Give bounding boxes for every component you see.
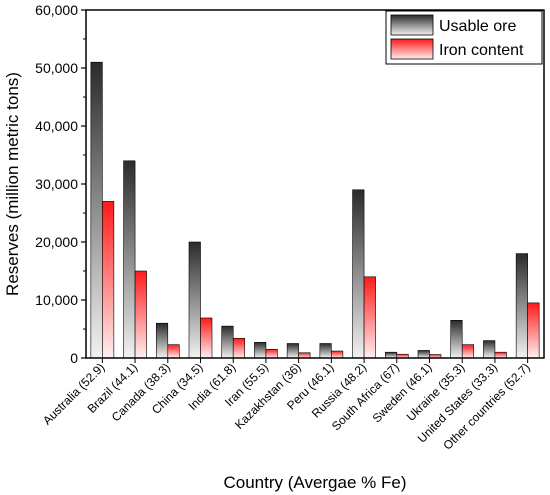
y-tick-label: 10,000 — [35, 292, 78, 308]
y-tick-label: 20,000 — [35, 234, 78, 250]
bar-usable-ore-6 — [286, 343, 299, 359]
bar-usable-ore-8 — [352, 189, 365, 359]
bar-iron-content-13 — [527, 302, 540, 359]
bar-iron-content-7 — [331, 350, 344, 359]
bar-iron-content-8 — [363, 276, 376, 359]
bar-iron-content-12 — [494, 351, 507, 359]
legend: Usable ore Iron content — [385, 10, 543, 65]
bar-usable-ore-4 — [221, 325, 234, 359]
x-axis-title: Country (Avergae % Fe) — [224, 473, 407, 492]
bar-usable-ore-9 — [384, 351, 398, 359]
category-labels-group: Australia (52.9)Brazil (44.1)Canada (38.… — [40, 358, 533, 453]
bar-iron-content-5 — [265, 348, 278, 359]
y-tick-label: 50,000 — [35, 60, 78, 76]
legend-label-usable-ore: Usable ore — [439, 18, 516, 35]
bar-usable-ore-7 — [319, 343, 332, 359]
y-tick-label: 0 — [70, 350, 78, 366]
bar-usable-ore-2 — [155, 322, 169, 359]
bar-usable-ore-11 — [450, 319, 463, 359]
bar-iron-content-4 — [232, 337, 246, 359]
legend-label-iron-content: Iron content — [439, 42, 524, 59]
bar-iron-content-6 — [298, 352, 311, 359]
bar-usable-ore-10 — [417, 350, 430, 359]
y-tick-label: 60,000 — [35, 2, 78, 18]
legend-swatch-iron-content — [390, 38, 434, 60]
plot-frame — [85, 9, 545, 359]
y-ticks-group: 0 10,000 20,000 30,000 40,000 50,000 60,000 — [35, 2, 86, 366]
bars-group — [90, 61, 540, 359]
y-tick-label: 30,000 — [35, 176, 78, 192]
bar-usable-ore-0 — [90, 61, 103, 359]
legend-swatch-usable-ore — [390, 14, 434, 36]
bar-iron-content-0 — [102, 201, 115, 359]
bar-iron-content-3 — [200, 317, 213, 359]
y-axis-title: Reserves (million metric tons) — [3, 72, 22, 296]
bar-usable-ore-1 — [123, 160, 136, 359]
y-tick-label: 40,000 — [35, 118, 78, 134]
bar-usable-ore-12 — [483, 340, 496, 359]
bar-iron-content-2 — [167, 344, 180, 359]
bar-usable-ore-3 — [188, 241, 201, 359]
bar-usable-ore-13 — [515, 253, 528, 359]
bar-iron-content-1 — [134, 270, 147, 359]
bar-iron-content-11 — [461, 344, 475, 359]
bar-usable-ore-5 — [254, 342, 267, 359]
